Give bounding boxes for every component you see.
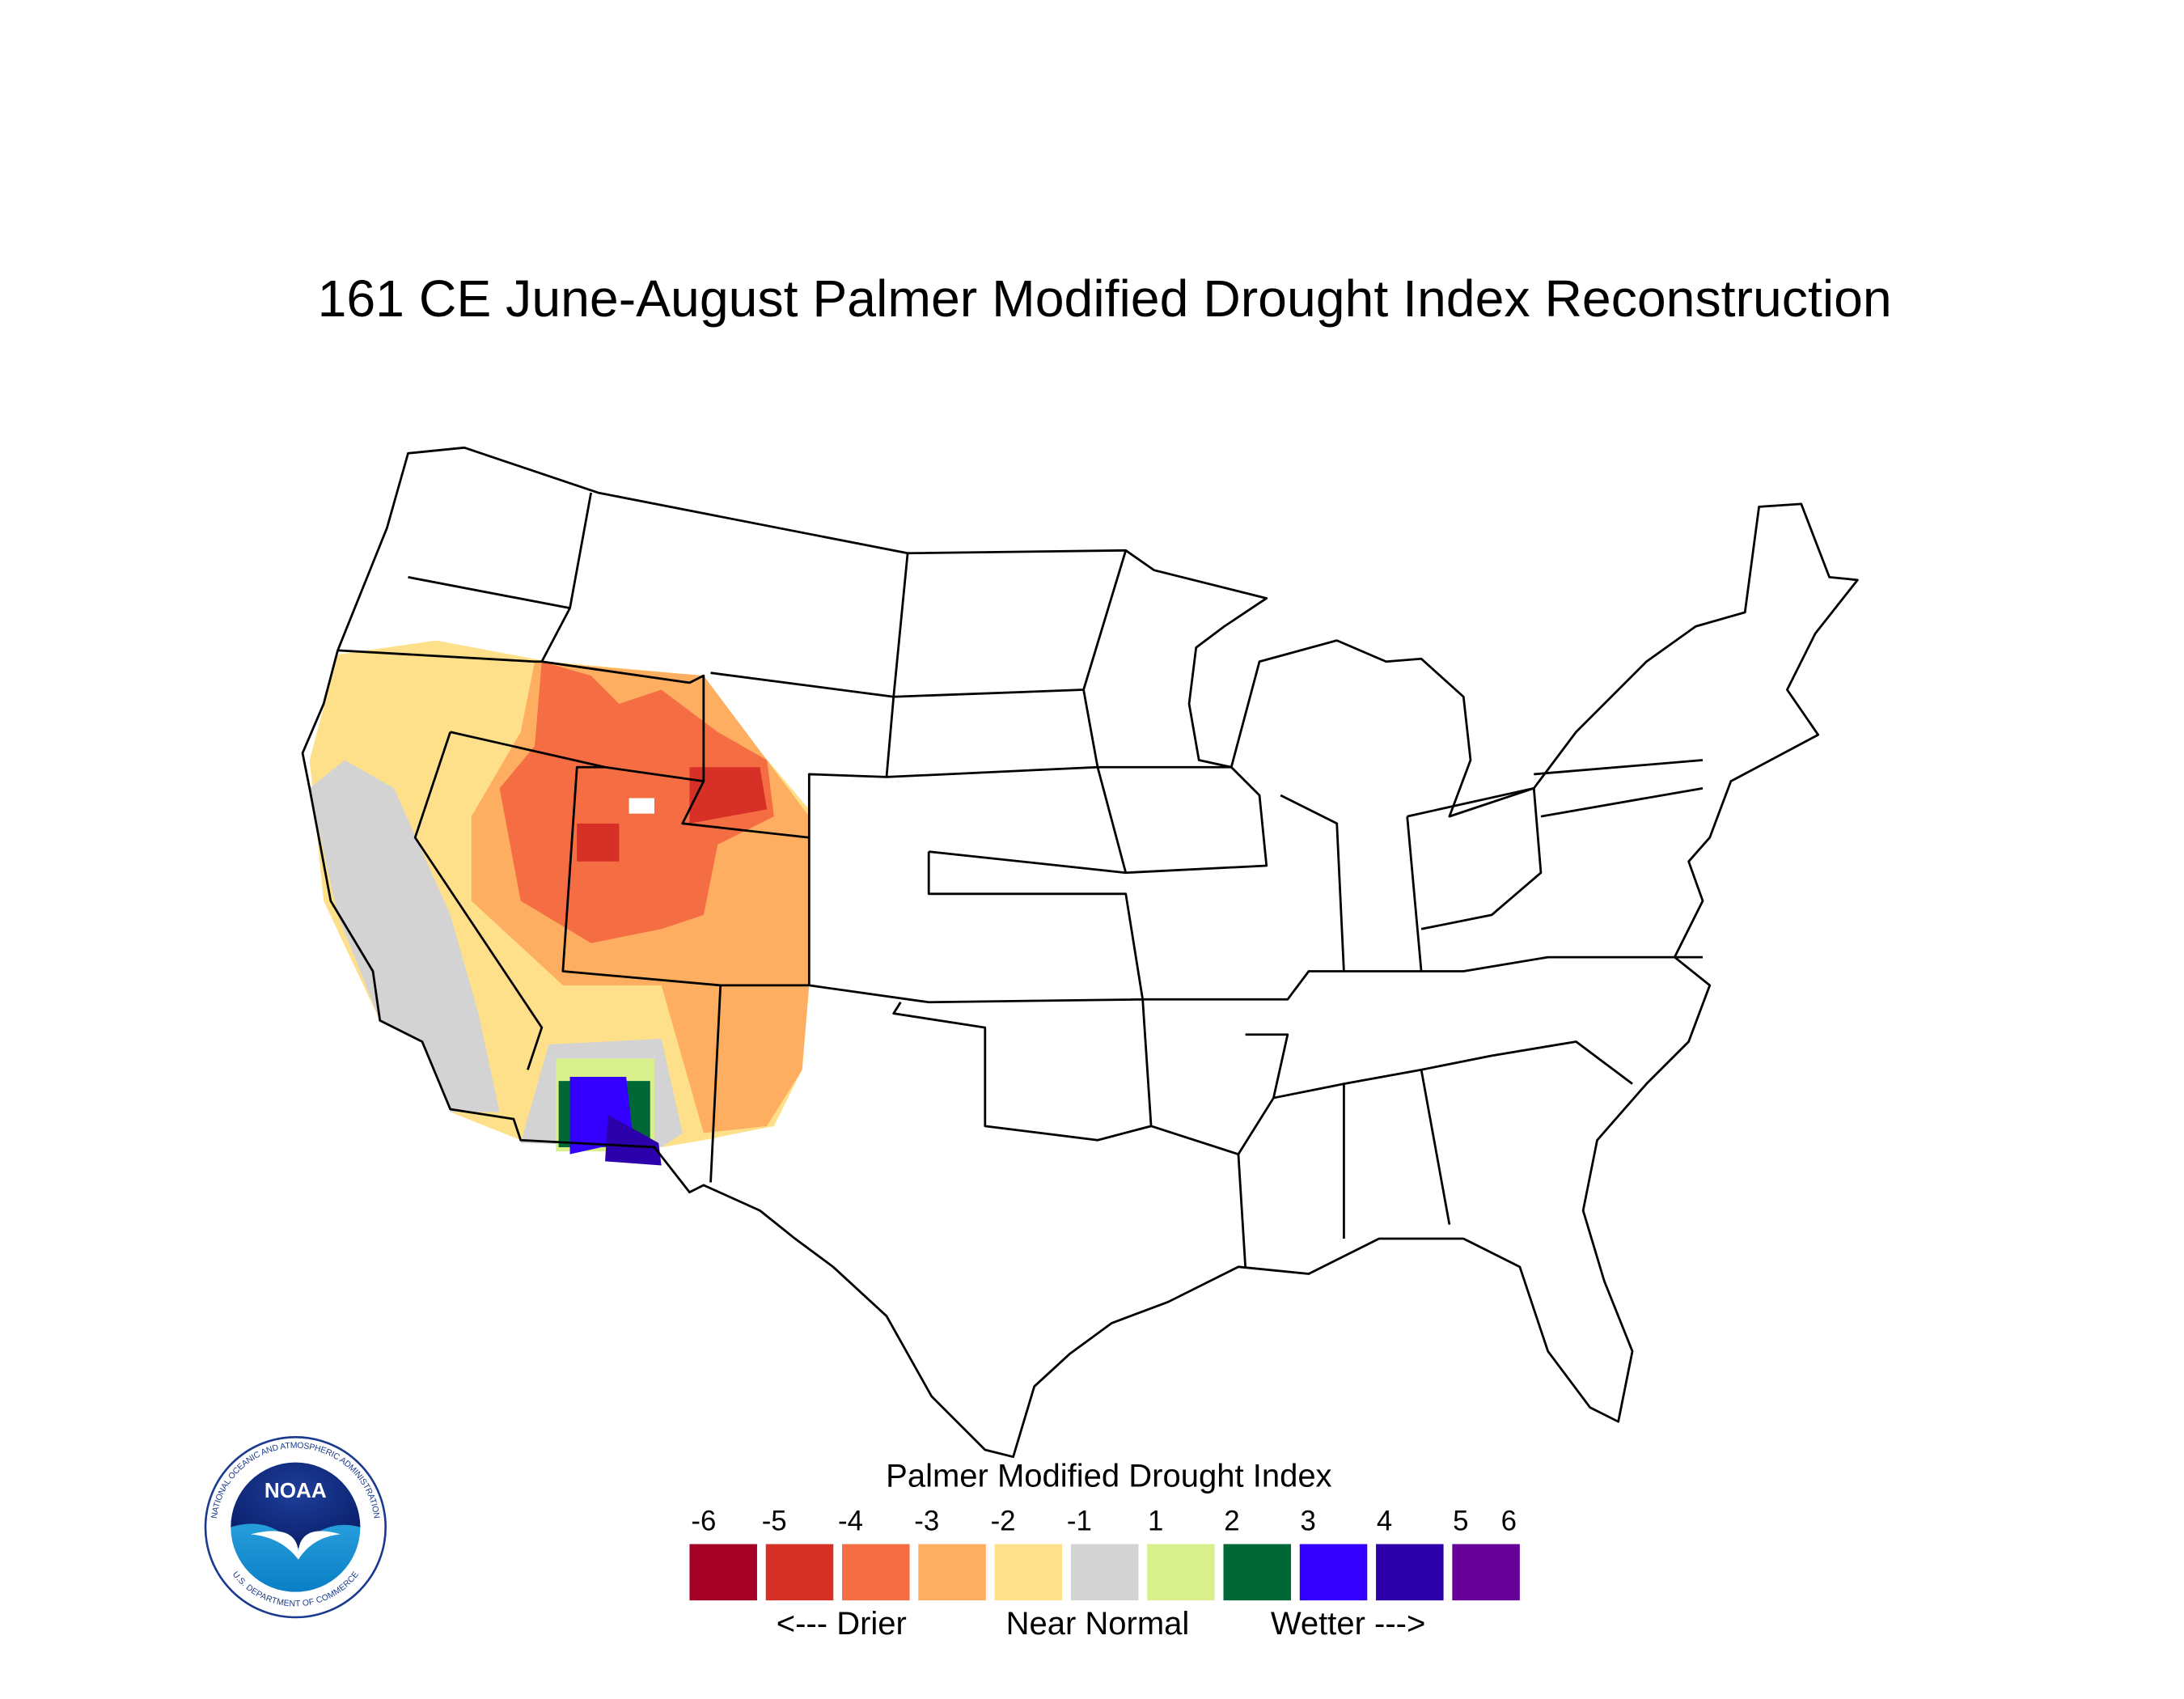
legend-tick-label: -4 xyxy=(838,1506,863,1537)
legend-swatch xyxy=(1223,1544,1291,1601)
state-borders xyxy=(337,492,1704,1267)
legend-tick-label: 3 xyxy=(1301,1506,1316,1537)
legend-direction-label: Near Normal xyxy=(1006,1606,1190,1642)
legend-swatch xyxy=(842,1544,910,1601)
logo-text: NOAA xyxy=(265,1478,327,1502)
legend-swatch xyxy=(1452,1544,1520,1601)
legend-tick-label: -5 xyxy=(762,1506,787,1537)
noaa-logo: NOAA NATIONAL OCEANIC AND ATMOSPHERIC AD… xyxy=(204,1436,387,1619)
us-outline xyxy=(301,446,1859,1459)
drought-fills xyxy=(309,640,810,1166)
legend-direction-label: Wetter ---> xyxy=(1271,1606,1426,1642)
map-title: 161 CE June-August Palmer Modified Droug… xyxy=(318,269,1892,328)
drought-region xyxy=(309,760,500,1112)
legend-tick-label: -2 xyxy=(991,1506,1016,1537)
legend-swatch xyxy=(689,1544,757,1601)
logo-bird xyxy=(250,1531,341,1560)
legend-direction-label: <--- Drier xyxy=(777,1606,907,1642)
drought-region xyxy=(689,767,768,824)
legend-swatch xyxy=(1070,1544,1139,1601)
legend-tick-label: 5 xyxy=(1453,1506,1468,1537)
legend-title: Palmer Modified Drought Index xyxy=(886,1458,1331,1494)
missing-cell xyxy=(629,798,654,814)
legend-tick-label: 1 xyxy=(1148,1506,1163,1537)
legend-swatch xyxy=(994,1544,1063,1601)
legend-swatch xyxy=(1147,1544,1215,1601)
legend-tick-label: -3 xyxy=(914,1506,939,1537)
legend-swatch xyxy=(918,1544,986,1601)
legend-tick-label: 6 xyxy=(1501,1506,1517,1537)
legend-tick-label: 2 xyxy=(1224,1506,1239,1537)
legend-swatch xyxy=(1299,1544,1368,1601)
legend-tick-label: -1 xyxy=(1067,1506,1092,1537)
us-borders xyxy=(301,446,1859,1459)
drought-region xyxy=(577,823,620,862)
legend-swatch xyxy=(1376,1544,1444,1601)
legend-tick-label: -6 xyxy=(691,1506,716,1537)
drought-region xyxy=(605,1114,662,1166)
legend-swatch xyxy=(765,1544,834,1601)
legend: -6 -5 -4 -3 -2 -1 1 2 3 4 5 6 <--- Drier Near Normal W… xyxy=(689,1506,1520,1642)
logo-sky xyxy=(231,1462,361,1549)
legend-tick-label: 4 xyxy=(1377,1506,1392,1537)
